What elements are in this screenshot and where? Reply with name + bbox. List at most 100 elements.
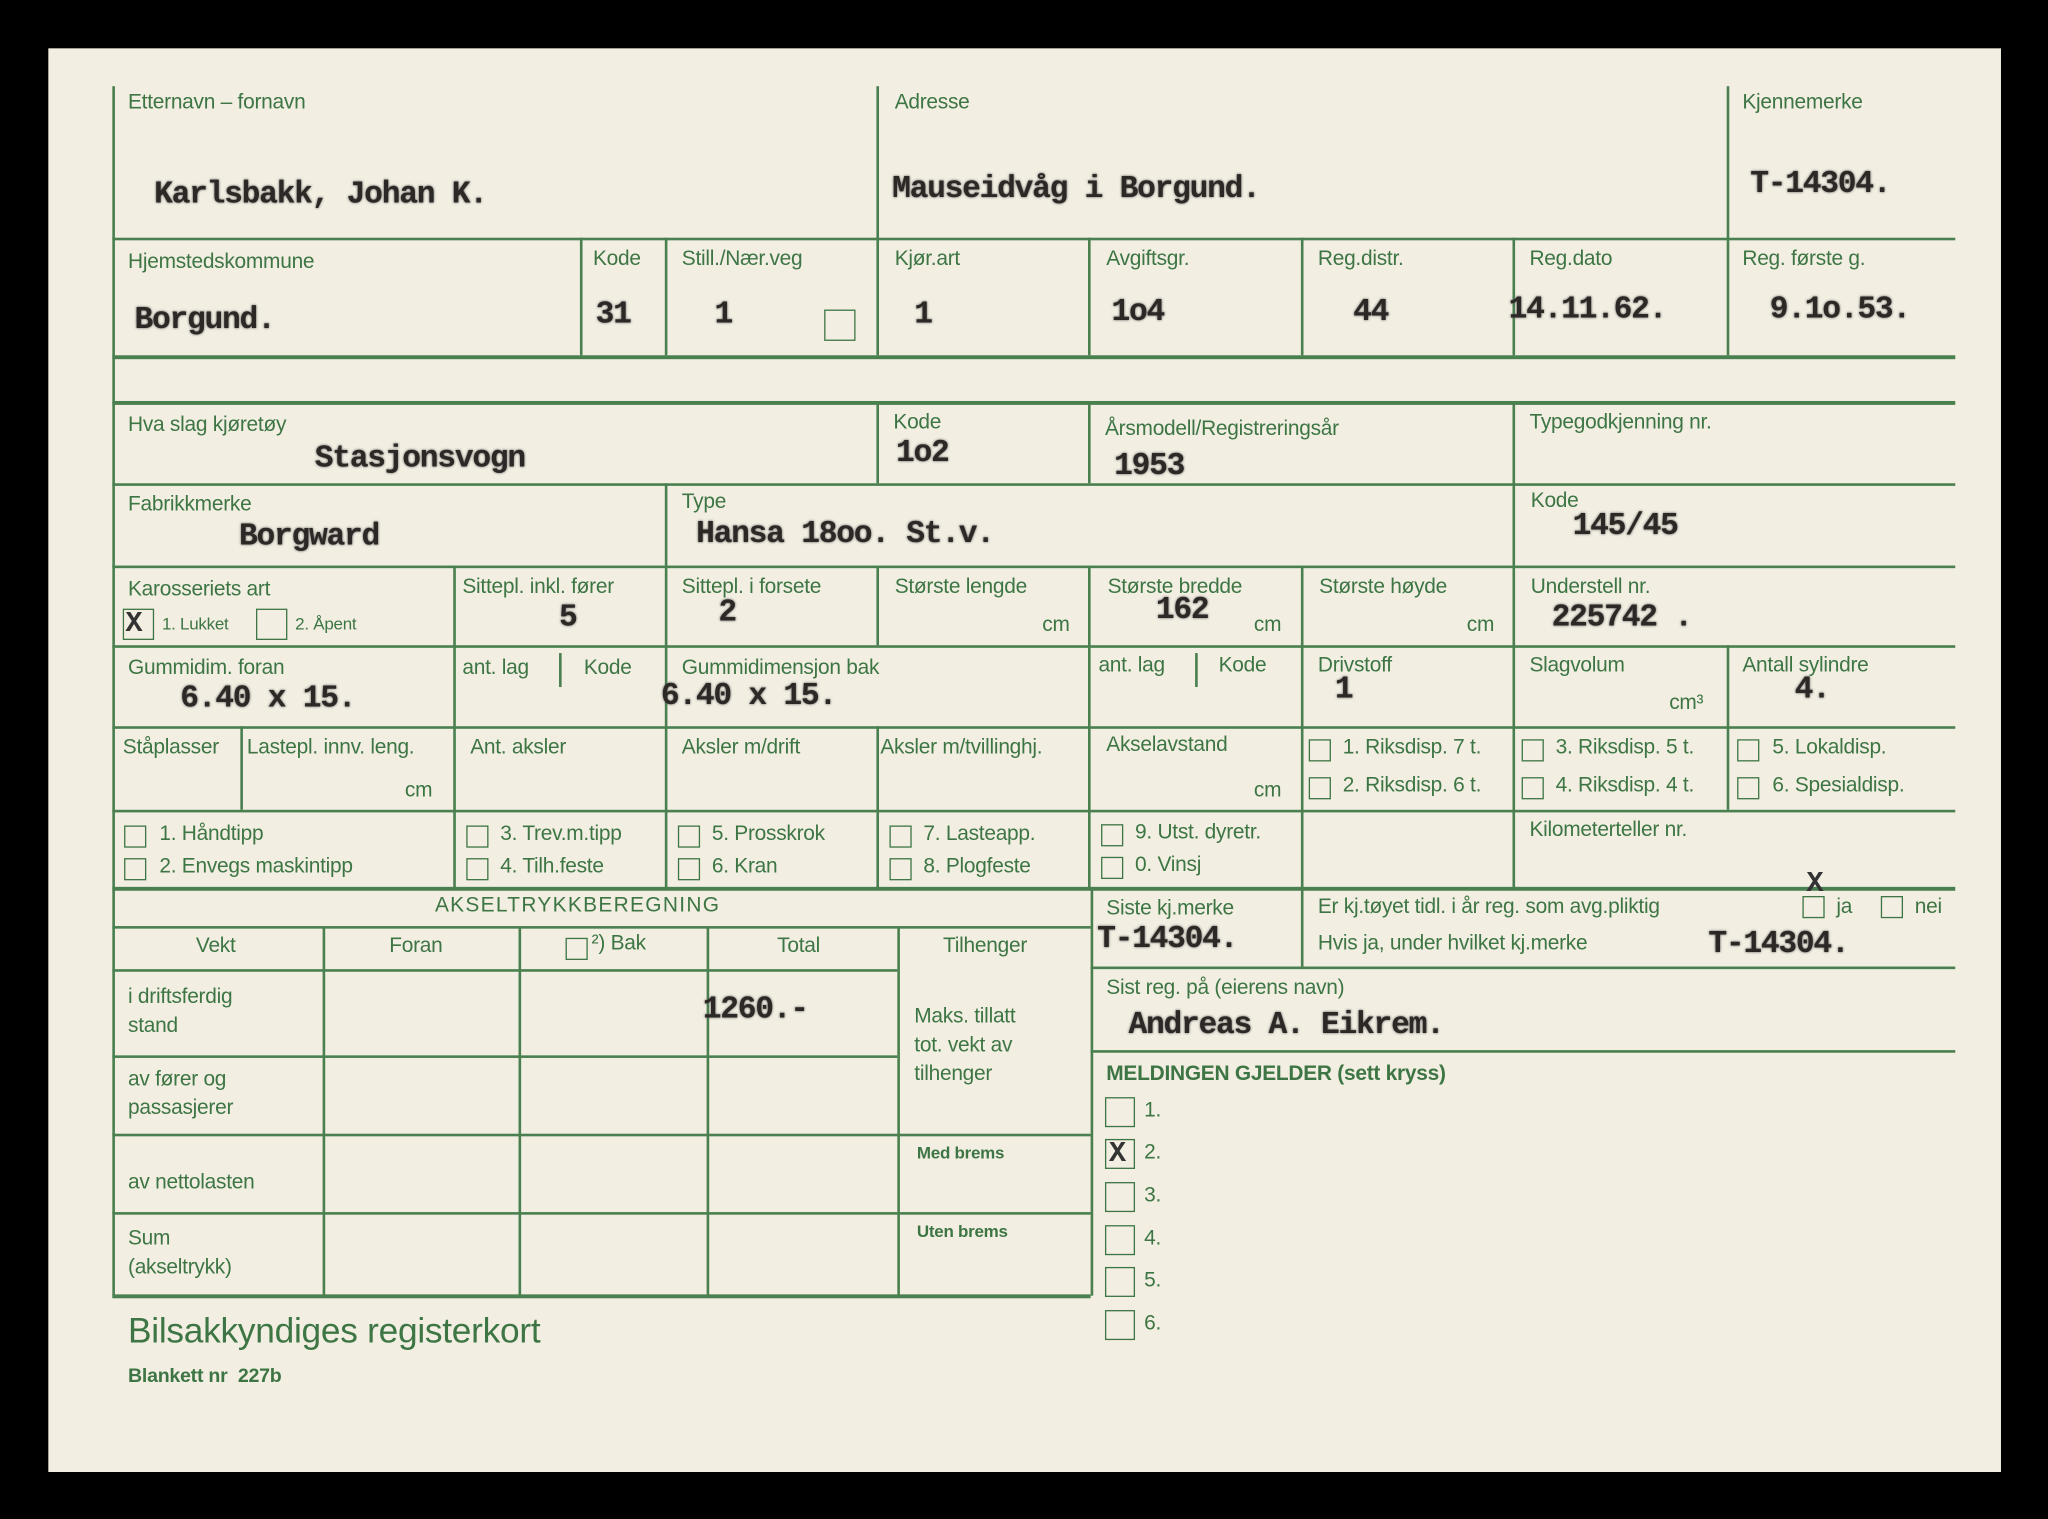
kind-code-label: Kode — [893, 411, 942, 434]
prev-reg-yes-checkbox[interactable] — [1802, 895, 1825, 919]
equip-5-checkbox[interactable] — [677, 825, 701, 848]
rear-kode-label: Kode — [1218, 654, 1267, 677]
year-value: 1953 — [1114, 449, 1185, 485]
kind-label: Hva slag kjøretøy — [127, 414, 287, 437]
header-front: Foran — [389, 935, 443, 958]
front-lag-label: ant. lag — [462, 656, 529, 680]
message-title: MELDINGEN GJELDER (sett kryss) — [1106, 1063, 1446, 1086]
regdistr-value: 44 — [1353, 295, 1389, 331]
plate-value: T-14304. — [1750, 167, 1891, 203]
disp-6-checkbox[interactable] — [1737, 777, 1760, 800]
still-label: Still./Nær.veg — [681, 248, 803, 271]
front-seats-label: Sittepl. i forsete — [681, 575, 822, 599]
chassis-value: 225742 . — [1551, 600, 1693, 637]
fuel-value: 1 — [1334, 672, 1354, 708]
seats-label: Sittepl. inkl. fører — [462, 575, 614, 599]
equip-1-checkbox[interactable] — [124, 825, 147, 848]
drive-axles-label: Aksler m/drift — [681, 736, 801, 759]
message-4-checkbox[interactable] — [1104, 1225, 1136, 1256]
width-label: Største bredde — [1107, 575, 1243, 599]
disp-2-checkbox[interactable] — [1308, 777, 1331, 800]
row-operational: i driftsferdig stand — [127, 986, 233, 1038]
disp-5-checkbox[interactable] — [1737, 739, 1760, 762]
equip-2-checkbox[interactable] — [124, 858, 147, 881]
type-value: Hansa 18oo. St.v. — [696, 517, 995, 553]
still-value: 1 — [714, 297, 733, 334]
equip-0-checkbox[interactable] — [1101, 856, 1124, 880]
message-6-checkbox[interactable] — [1104, 1310, 1136, 1341]
message-4-label: 4. — [1144, 1227, 1162, 1250]
owner-label: Etternavn – fornavn — [127, 91, 306, 114]
front-kode-label: Kode — [583, 656, 632, 680]
last-plate-value: T-14304. — [1097, 922, 1238, 958]
type-code-label: Kode — [1530, 489, 1579, 512]
disp-1-label: 1. Riksdisp. 7 t. — [1342, 736, 1482, 759]
form-number: Blankett nr 227b — [127, 1364, 282, 1388]
without-brake-label: Uten brems — [916, 1221, 1008, 1241]
row-sum: Sum (akseltrykk) — [127, 1227, 232, 1279]
message-1-checkbox[interactable] — [1104, 1097, 1136, 1128]
regforste-value: 9.1o.53. — [1769, 292, 1911, 328]
message-2-checkbox[interactable]: X — [1104, 1138, 1136, 1169]
still-checkbox[interactable] — [824, 309, 856, 341]
equip-6-label: 6. Kran — [711, 855, 778, 878]
last-plate-label: Siste kj.merke — [1106, 897, 1234, 920]
rear-checkbox[interactable] — [565, 937, 588, 960]
row-driver-passengers: av fører og passasjerer — [127, 1068, 234, 1120]
with-brake-label: Med brems — [916, 1142, 1005, 1163]
equip-0-label: 0. Vinsj — [1135, 854, 1202, 877]
prev-plate-value: T-14304. — [1708, 927, 1849, 963]
disp-4-label: 4. Riksdisp. 4 t. — [1555, 774, 1695, 797]
prev-reg-label: Er kj.tøyet tidl. i år reg. som avg.plik… — [1317, 895, 1660, 919]
cargo-length-unit: cm — [404, 779, 433, 802]
last-owner-value: Andreas A. Eikrem. — [1128, 1008, 1444, 1044]
odometer-label: Kilometerteller nr. — [1529, 818, 1688, 842]
displacement-label: Slagvolum — [1529, 654, 1625, 677]
body-open-label: 2. Åpent — [295, 613, 357, 634]
disp-2-label: 2. Riksdisp. 6 t. — [1342, 774, 1482, 797]
last-owner-label: Sist reg. på (eierens navn) — [1106, 976, 1345, 1000]
message-3-checkbox[interactable] — [1104, 1182, 1136, 1213]
equip-8-checkbox[interactable] — [889, 858, 912, 881]
equip-8-label: 8. Plogfeste — [923, 855, 1031, 878]
kjorart-label: Kjør.art — [894, 248, 961, 271]
cylinders-label: Antall sylindre — [1742, 654, 1869, 677]
disp-3-checkbox[interactable] — [1521, 739, 1544, 762]
register-card — [48, 48, 2001, 1472]
header-weight: Vekt — [195, 935, 236, 958]
body-label: Karosseriets art — [127, 578, 271, 601]
message-5-checkbox[interactable] — [1104, 1266, 1136, 1297]
disp-4-checkbox[interactable] — [1521, 777, 1544, 800]
tire-front-value: 6.40 x 15. — [180, 681, 356, 718]
length-unit: cm — [1042, 613, 1070, 637]
equip-1-label: 1. Håndtipp — [159, 822, 264, 846]
body-closed-checkbox[interactable]: X — [122, 608, 155, 640]
tire-rear-label: Gummidimensjon bak — [681, 656, 880, 680]
avgift-label: Avgiftsgr. — [1106, 248, 1190, 271]
total-value: 1260.- — [702, 992, 809, 1028]
plate-label: Kjennemerke — [1742, 91, 1863, 114]
equip-6-checkbox[interactable] — [677, 858, 701, 881]
equip-3-checkbox[interactable] — [466, 825, 489, 848]
equip-9-checkbox[interactable] — [1101, 824, 1124, 847]
equip-7-label: 7. Lasteapp. — [923, 822, 1036, 846]
disp-1-checkbox[interactable] — [1308, 739, 1331, 762]
front-seats-value: 2 — [718, 595, 737, 631]
equip-7-checkbox[interactable] — [889, 825, 912, 848]
prev-reg-no-checkbox[interactable] — [1880, 895, 1904, 919]
body-open-checkbox[interactable] — [255, 608, 288, 640]
wheelbase-label: Akselavstand — [1106, 734, 1228, 757]
chassis-label: Understell nr. — [1530, 575, 1651, 599]
row-net-load: av nettolasten — [127, 1171, 255, 1194]
twin-axles-label: Aksler m/tvillinghj. — [880, 736, 1043, 759]
avgift-value: 1o4 — [1111, 295, 1166, 331]
kind-code-value: 1o2 — [895, 436, 950, 472]
width-unit: cm — [1253, 613, 1282, 637]
equip-4-checkbox[interactable] — [466, 858, 489, 881]
regdato-value: 14.11.62. — [1508, 292, 1668, 328]
regdistr-label: Reg.distr. — [1317, 248, 1404, 271]
equip-2-label: 2. Envegs maskintipp — [159, 855, 353, 878]
header-rear: ²) Bak — [591, 932, 646, 955]
code-value: 31 — [595, 297, 632, 334]
